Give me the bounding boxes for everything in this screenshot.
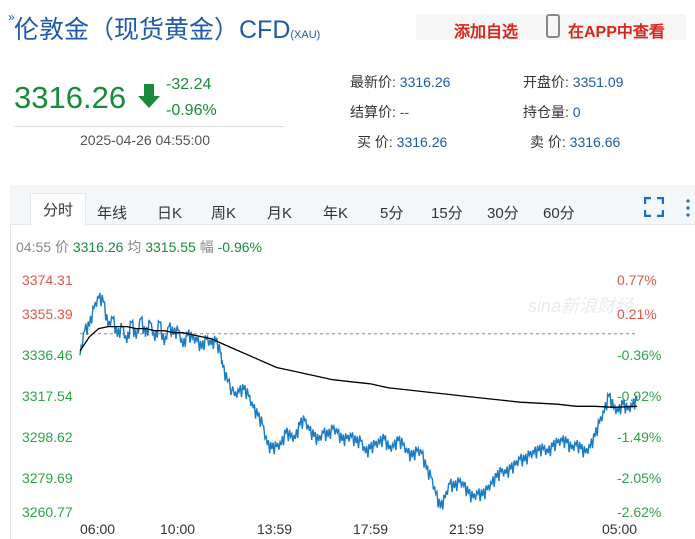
field-value: 3351.09 [572,74,624,90]
y-tick-label: 3298.62 [22,429,73,445]
y-pct-tick-label: -0.92% [617,388,662,404]
y-tick-label: 3317.54 [22,388,73,404]
field-ask: 卖 价: 3316.66 [530,132,620,152]
field-label: 持仓量: [523,104,569,120]
tab-60min[interactable]: 60分 [543,205,575,222]
info-avg-label: 均 [127,239,142,255]
tab-daily-k[interactable]: 日K [157,205,183,222]
y-pct-tick-label: -0.36% [617,347,662,363]
current-price: 3316.26 [14,80,127,115]
y-pct-tick-label: 0.77% [617,272,657,288]
field-value: 3316.26 [396,134,448,150]
y-tick-label: 3355.39 [22,306,73,322]
down-arrow-icon [138,84,160,108]
info-price-label: 价 [54,239,69,255]
x-tick-label: 06:00 [80,521,116,537]
field-value: 3316.66 [569,134,621,150]
field-settle: 结算价: -- [350,102,409,122]
info-bar: 04:55 价 3316.26 均 3315.55 幅 -0.96% [16,237,262,257]
y-pct-tick-label: -2.62% [617,504,662,520]
x-tick-label: 21:59 [449,521,485,537]
field-open: 开盘价: 3351.09 [523,72,623,92]
divider [14,126,284,127]
x-tick-label: 10:00 [160,521,196,537]
page-title: » 伦敦金（现货黄金）CFD(XAU) [8,10,321,46]
price-change: -32.24 [166,76,212,93]
fullscreen-icon[interactable] [644,197,664,217]
tab-5min[interactable]: 5分 [380,205,404,222]
tab-weekly-k[interactable]: 周K [211,205,237,222]
add-watch-button[interactable]: 添加自选 [454,24,519,41]
tab-yearly-k[interactable]: 年K [323,205,349,222]
x-tick-label: 05:00 [602,521,638,537]
y-tick-label: 3374.31 [22,272,73,288]
phone-icon [546,14,560,38]
field-open-interest: 持仓量: 0 [523,102,581,122]
x-tick-label: 17:59 [353,521,389,537]
y-pct-tick-label: -1.49% [617,429,662,445]
price-change-percent: -0.96% [166,102,217,119]
title-subtitle: (XAU) [290,29,321,41]
info-avg: 3315.55 [145,239,196,255]
period-tabs: 分时 年线 日K 周K 月K 年K 5分 15分 30分 60分 [10,185,695,226]
watermark: sina新浪财经 [528,296,634,316]
more-icon[interactable] [686,198,690,218]
price-line [79,292,638,510]
field-value: -- [399,104,410,120]
info-amp-label: 幅 [199,239,214,255]
y-tick-label: 3260.77 [22,504,73,520]
info-amp: -0.96% [217,239,262,255]
field-label: 买 价: [357,134,393,150]
tab-year-line[interactable]: 年线 [97,205,128,222]
tab-monthly-k[interactable]: 月K [267,205,293,222]
info-price: 3316.26 [72,239,124,255]
title-text: 伦敦金（现货黄金）CFD [14,16,291,44]
field-value: 0 [572,104,581,120]
info-time: 04:55 [16,239,52,255]
double-chevron-icon: » [8,10,15,24]
y-pct-tick-label: -2.05% [617,470,662,486]
field-label: 开盘价: [523,74,569,90]
y-tick-label: 3279.69 [22,470,73,486]
tab-15min[interactable]: 15分 [431,205,463,222]
y-pct-tick-label: 0.21% [617,306,657,322]
y-tick-label: 3336.46 [22,347,73,363]
tab-30min[interactable]: 30分 [487,205,519,222]
field-bid: 买 价: 3316.26 [357,132,447,152]
quote-datetime: 2025-04-26 04:55:00 [80,132,210,148]
action-bar: 添加自选 在APP中查看 [416,14,686,41]
field-label: 最新价: [350,74,396,90]
field-label: 卖 价: [530,134,566,150]
view-in-app-button[interactable]: 在APP中查看 [568,24,665,41]
x-tick-label: 13:59 [257,521,293,537]
field-label: 结算价: [350,104,396,120]
average-line [79,325,638,408]
tab-fenshi[interactable]: 分时 [30,193,87,226]
field-value: 3316.26 [399,74,451,90]
field-latest: 最新价: 3316.26 [350,72,450,92]
